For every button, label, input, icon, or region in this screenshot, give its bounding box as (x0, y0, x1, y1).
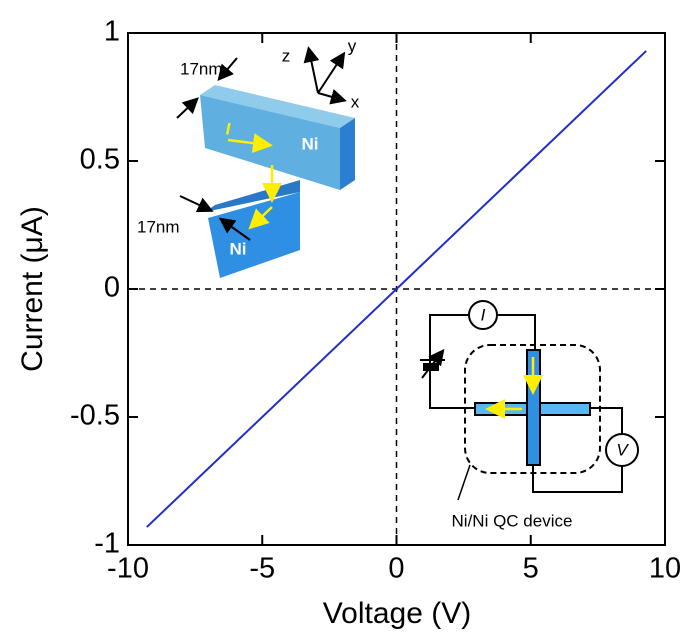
annotation: Ni/Ni QC device (452, 511, 573, 530)
x-tick-label: -10 (107, 553, 149, 585)
y-tick-label: 0 (104, 272, 120, 304)
y-tick-label: 1 (104, 16, 120, 48)
y-axis-label: Current (μA) (16, 206, 49, 372)
circuit-inset (420, 300, 639, 501)
data-line (146, 50, 647, 528)
y-tick-label: -0.5 (70, 400, 120, 432)
annotation: z (282, 46, 291, 65)
annotation: Ni (230, 239, 247, 258)
annotation: I (226, 119, 232, 138)
annotation: 17nm (137, 217, 180, 236)
x-tick-label: 10 (649, 553, 681, 585)
annotation: x (351, 92, 360, 111)
x-axis-label: Voltage (V) (323, 597, 471, 630)
x-tick-label: 5 (523, 553, 539, 585)
annotation: y (348, 36, 357, 55)
annotation: Ni (302, 134, 319, 153)
y-tick-label: -1 (94, 528, 120, 560)
x-tick-label: -5 (249, 553, 275, 585)
annotation: V (616, 440, 629, 459)
y-tick-label: 0.5 (80, 144, 120, 176)
annotation: 17nm (180, 59, 223, 78)
nanowire-inset (176, 46, 355, 278)
annotation: I (481, 305, 486, 324)
x-tick-label: 0 (388, 553, 404, 585)
